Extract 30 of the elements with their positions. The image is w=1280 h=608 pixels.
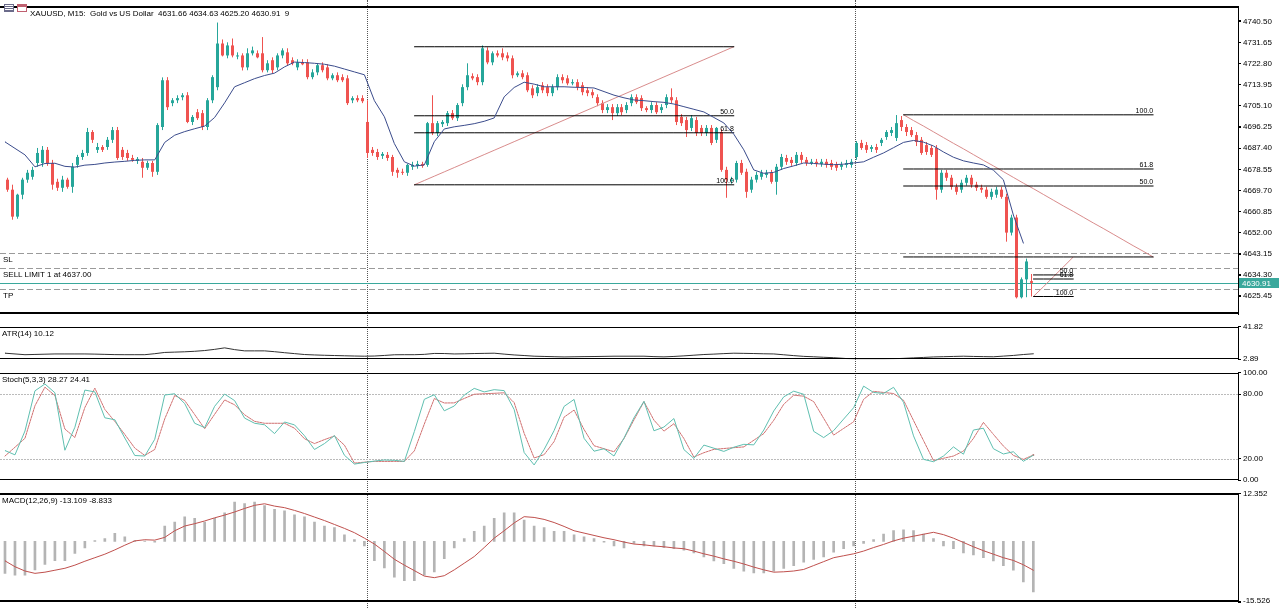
chart-title: Stoch(5,3,3) 28.27 24.41 bbox=[2, 374, 91, 384]
y-tick-label: 12.352 bbox=[1243, 489, 1269, 498]
y-tick-label: 4740.50 bbox=[1243, 16, 1273, 26]
y-tick-label: 4634.30 bbox=[1243, 270, 1273, 280]
y-tick-label: 4696.25 bbox=[1243, 122, 1273, 132]
y-tick-label: -15.526 bbox=[1243, 596, 1271, 606]
chart-title: ATR(14) 10.12 bbox=[2, 328, 55, 338]
y-tick-label: 4678.55 bbox=[1243, 164, 1273, 174]
y-tick-label: 4625.45 bbox=[1243, 291, 1273, 301]
chart-title: MACD(12,26,9) -13.109 -8.833 bbox=[2, 495, 113, 505]
ref-line-label: TP bbox=[3, 291, 14, 301]
y-tick-label: 20.00 bbox=[1243, 453, 1264, 463]
chart-title: XAUUSD, M15: Gold vs US Dollar 4631.66 4634.63 4625.20 4630.91 9 bbox=[30, 8, 290, 18]
y-tick-label: 100.00 bbox=[1243, 368, 1269, 377]
y-tick-label: 4687.40 bbox=[1243, 143, 1273, 153]
y-tick-label: 4713.95 bbox=[1243, 80, 1273, 90]
y-tick-label: 4705.10 bbox=[1243, 101, 1273, 111]
y-tick-label: 4669.70 bbox=[1243, 185, 1273, 195]
y-tick-label: 4722.80 bbox=[1243, 58, 1273, 68]
ref-line-label: SL bbox=[3, 254, 14, 264]
ref-line-label: 4630.91 bbox=[1242, 278, 1272, 288]
y-tick-label: 0.00 bbox=[1243, 475, 1260, 485]
y-tick-label: 4643.15 bbox=[1243, 248, 1273, 258]
y-tick-label: 2.89 bbox=[1243, 354, 1260, 364]
y-tick-label: 4731.65 bbox=[1243, 37, 1273, 47]
y-tick-label: 4660.85 bbox=[1243, 206, 1273, 216]
y-tick-label: 80.00 bbox=[1243, 389, 1264, 399]
ref-line-label: SELL LIMIT 1 at 4637.00 bbox=[3, 270, 93, 280]
y-tick-label: 4652.00 bbox=[1243, 227, 1273, 237]
y-tick-label: 41.82 bbox=[1243, 322, 1264, 331]
